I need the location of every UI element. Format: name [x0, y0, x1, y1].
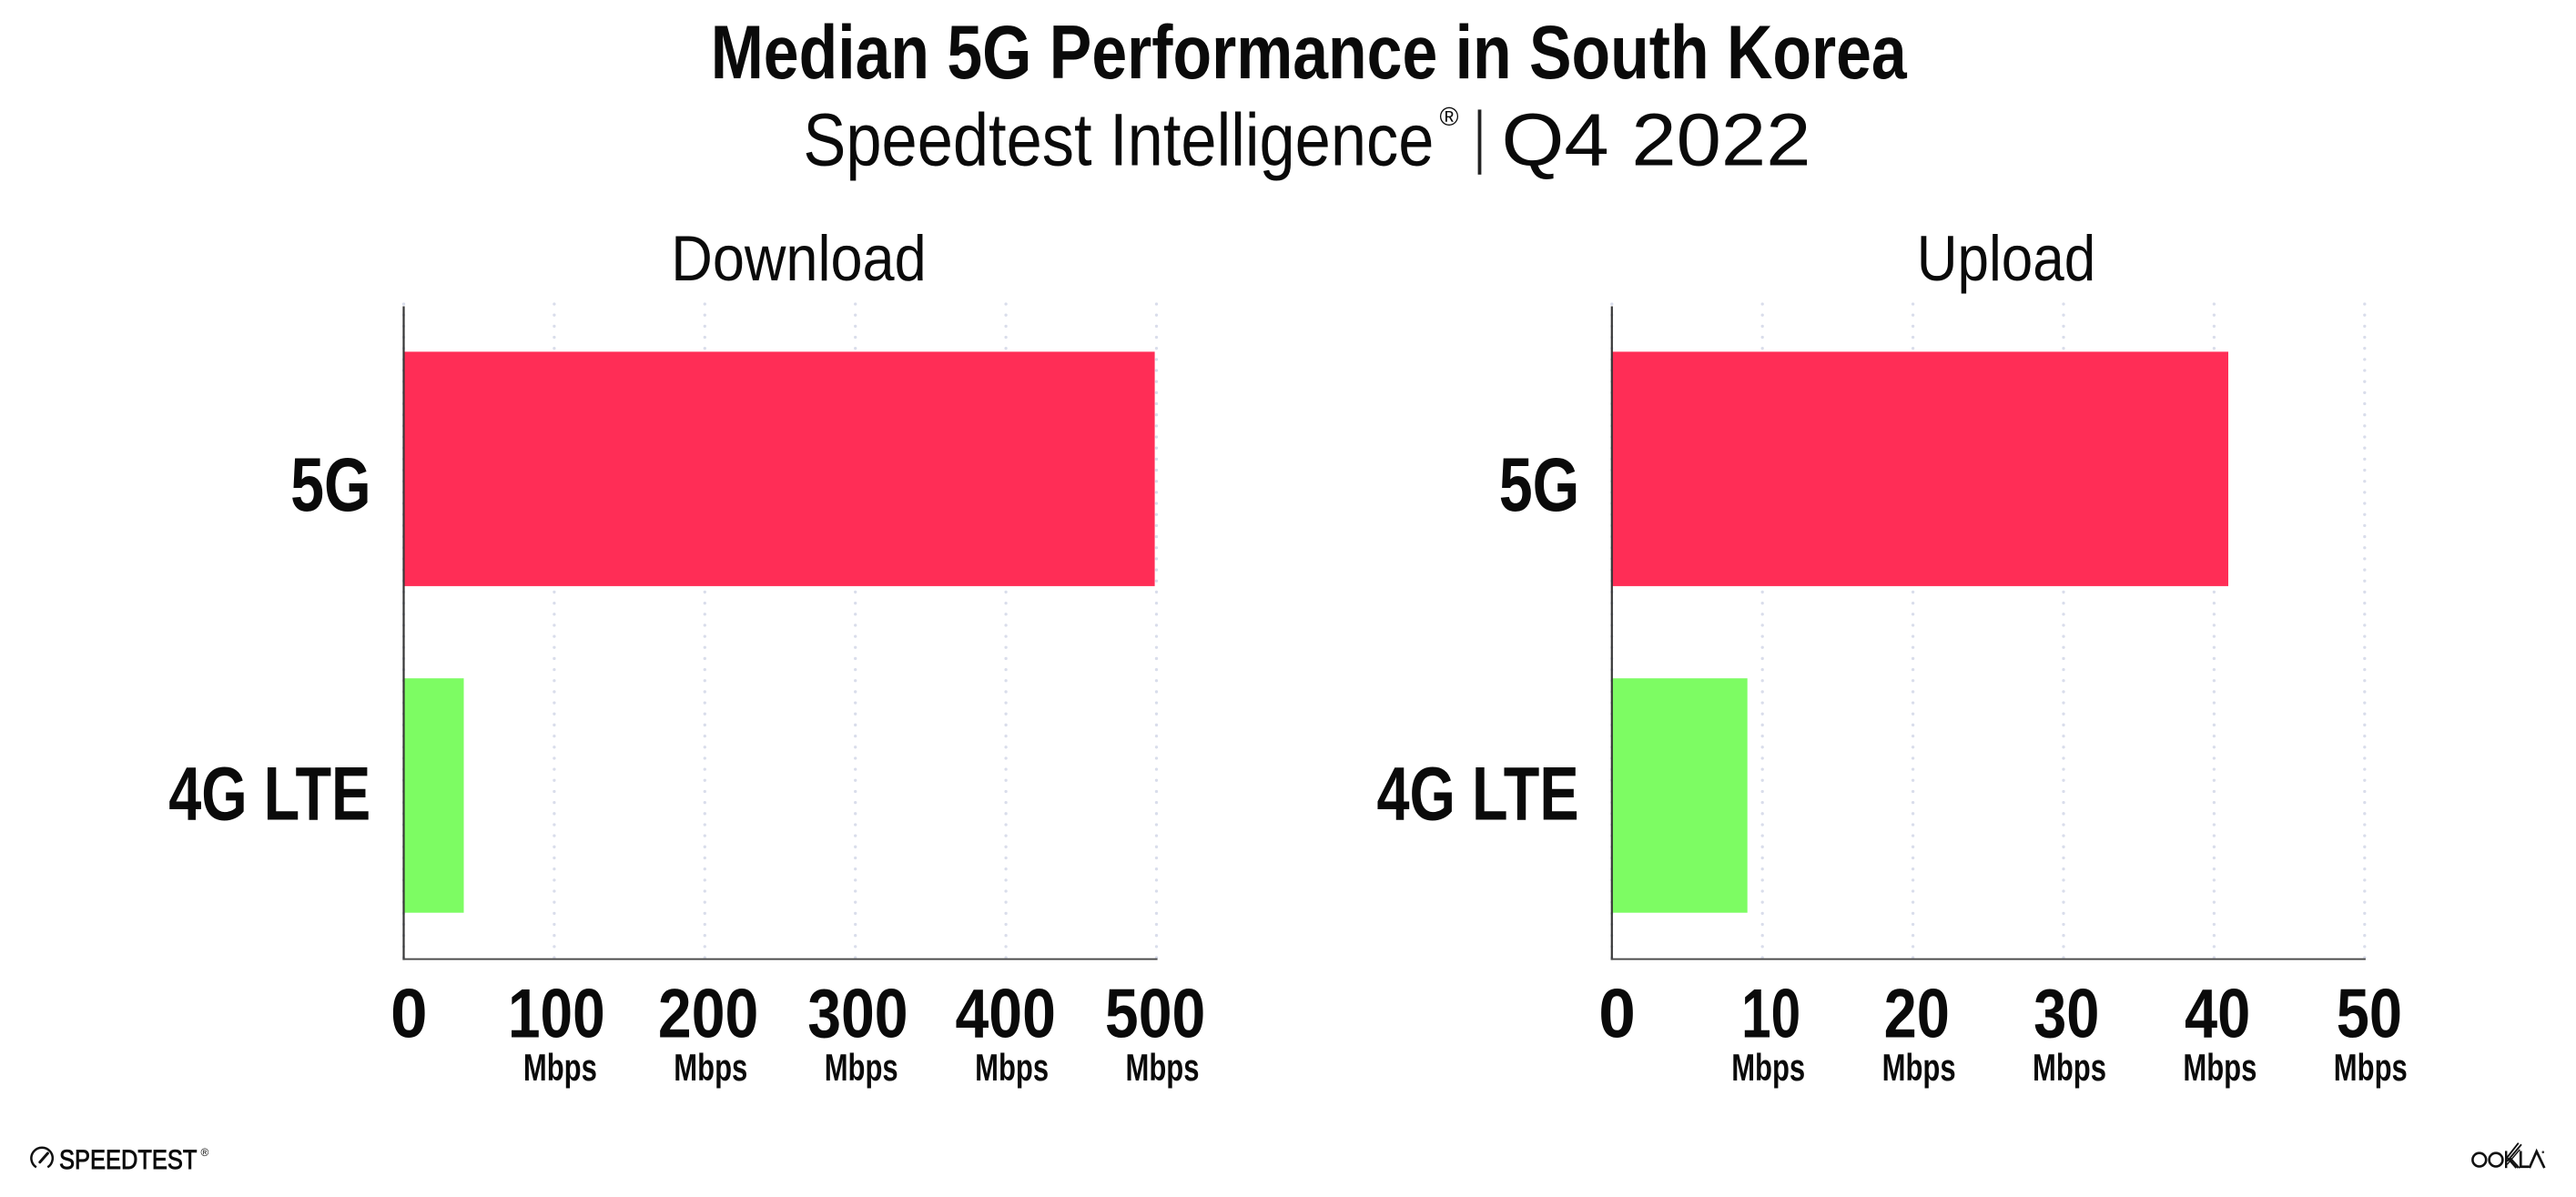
svg-text:30: 30 — [2033, 976, 2099, 1053]
svg-text:Q4 2022: Q4 2022 — [1502, 99, 1811, 182]
svg-text:100: 100 — [508, 976, 605, 1053]
svg-text:4G LTE: 4G LTE — [1377, 750, 1579, 836]
svg-text:0: 0 — [1598, 976, 1636, 1053]
svg-text:Mbps: Mbps — [2183, 1046, 2257, 1089]
svg-text:5G: 5G — [290, 441, 371, 527]
svg-text:Speedtest Intelligence: Speedtest Intelligence — [803, 99, 1434, 182]
svg-text:5G: 5G — [1499, 441, 1580, 527]
svg-text:Mbps: Mbps — [1882, 1046, 1956, 1089]
svg-text:20: 20 — [1884, 976, 1950, 1053]
svg-text:Median 5G Performance in South: Median 5G Performance in South Korea — [711, 9, 1908, 95]
svg-text:300: 300 — [807, 976, 908, 1053]
svg-text:4G LTE: 4G LTE — [168, 750, 370, 836]
svg-text:400: 400 — [956, 976, 1056, 1053]
svg-text:500: 500 — [1105, 976, 1205, 1053]
svg-text:®: ® — [1440, 103, 1459, 132]
svg-text:10: 10 — [1741, 976, 1800, 1053]
svg-text:0: 0 — [390, 976, 428, 1053]
svg-text:Mbps: Mbps — [523, 1046, 597, 1089]
svg-text:Mbps: Mbps — [975, 1046, 1049, 1089]
svg-text:®: ® — [201, 1146, 209, 1159]
svg-text:Mbps: Mbps — [1126, 1046, 1200, 1089]
svg-text:40: 40 — [2185, 976, 2250, 1053]
svg-text:Mbps: Mbps — [825, 1046, 898, 1089]
svg-text:Download: Download — [671, 222, 926, 294]
svg-text:Mbps: Mbps — [2334, 1046, 2408, 1089]
svg-text:Upload: Upload — [1917, 222, 2096, 294]
svg-text:Mbps: Mbps — [1731, 1046, 1805, 1089]
svg-text:Mbps: Mbps — [674, 1046, 747, 1089]
svg-text:SPEEDTEST: SPEEDTEST — [59, 1145, 198, 1175]
svg-text:Mbps: Mbps — [2033, 1046, 2106, 1089]
svg-text:200: 200 — [658, 976, 758, 1053]
svg-text:50: 50 — [2337, 976, 2402, 1053]
